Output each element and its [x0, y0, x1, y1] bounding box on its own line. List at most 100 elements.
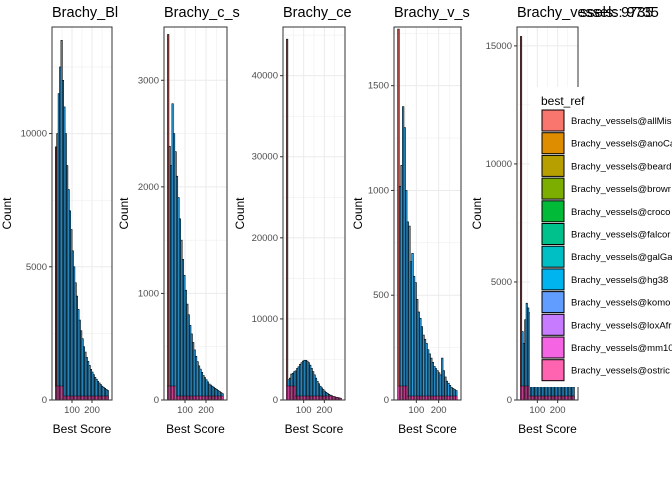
- panel-4: Brachy_v_s 0 500 1000 1500 100 200 Best Score Co…: [351, 5, 470, 436]
- legend-item: Brachy_vessels@loxAfr: [541, 313, 671, 336]
- panel-title: Brachy_Bl: [52, 5, 118, 21]
- x-tick-label: 100: [64, 405, 80, 416]
- legend-swatch: [541, 268, 565, 291]
- histogram-bar-segment: [106, 395, 109, 401]
- x-tick-label: 100: [296, 405, 312, 416]
- y-tick-label: 30000: [252, 152, 278, 163]
- y-axis-label: Count: [233, 197, 247, 230]
- legend-label: Brachy_vessels@croco: [571, 207, 670, 218]
- legend-swatch: [541, 313, 565, 336]
- y-tick-label: 1000: [368, 185, 389, 196]
- y-tick-label: 10000: [252, 314, 278, 325]
- legend-item: Brachy_vessels@komo: [541, 291, 670, 314]
- panel-title: Brachy_c_s: [164, 5, 240, 21]
- y-tick-label: 15000: [486, 41, 512, 52]
- legend-label: Brachy_vessels@ostric: [571, 366, 670, 377]
- x-axis-label: Best Score: [285, 422, 344, 436]
- y-tick-label: 0: [154, 395, 159, 406]
- legend-label: Brachy_vessels@mm10: [571, 343, 672, 354]
- legend-item: Brachy_vessels@falcor: [541, 223, 670, 245]
- legend-swatch: [541, 132, 565, 155]
- y-axis-label: Count: [117, 197, 131, 230]
- legend-items: Brachy_vessels@allMis Brachy_vessels@anoC…: [541, 109, 672, 382]
- panel-border: [282, 26, 346, 401]
- legend-swatch: [541, 200, 565, 223]
- legend-swatch: [541, 154, 565, 177]
- panel-3: Brachy_ce 0 10000 20000 30000 40000 100 200 Best…: [233, 5, 352, 436]
- legend-swatch: [541, 223, 565, 245]
- y-axis-label: Count: [0, 197, 14, 230]
- histogram-bar-segment: [455, 395, 458, 401]
- legend-item: Brachy_vessels@anoCa: [541, 132, 672, 155]
- y-tick-label: 10000: [486, 159, 512, 170]
- legend-title: best_ref: [541, 94, 585, 108]
- x-tick-label: 200: [84, 405, 100, 416]
- legend-item: Brachy_vessels@croco: [541, 200, 670, 223]
- x-axis-label: Best Score: [398, 422, 457, 436]
- x-tick-label: 100: [529, 405, 545, 416]
- legend-label: Brachy_vessels@hg38: [571, 275, 668, 286]
- x-tick-label: 200: [431, 405, 447, 416]
- x-axis-label: Best Score: [166, 422, 225, 436]
- legend-item: Brachy_vessels@mm10: [541, 336, 672, 359]
- legend-item: Brachy_vessels@beard: [541, 154, 671, 177]
- legend-swatch: [541, 109, 565, 132]
- x-axis-label: Best Score: [53, 422, 112, 436]
- x-tick-label: 200: [550, 405, 566, 416]
- y-tick-label: 500: [373, 290, 389, 301]
- overlapping-subtitle: ssels: 9735: [580, 5, 653, 21]
- y-tick-label: 10000: [21, 129, 47, 140]
- legend-label: Brachy_vessels@komo: [571, 298, 670, 309]
- y-tick-label: 5000: [491, 277, 512, 288]
- x-tick-label: 100: [408, 405, 424, 416]
- legend-label: Brachy_vessels@anoCa: [571, 139, 672, 150]
- legend-item: Brachy_vessels@ostric: [541, 359, 670, 382]
- x-tick-label: 200: [316, 405, 332, 416]
- legend-swatch: [541, 177, 565, 200]
- panel-border: [163, 26, 228, 401]
- histogram-bar-segment: [572, 395, 575, 401]
- legend-label: Brachy_vessels@allMis: [571, 116, 672, 127]
- y-tick-label: 40000: [252, 71, 278, 82]
- y-axis-label: Count: [351, 197, 365, 230]
- legend-label: Brachy_vessels@falcor: [571, 230, 670, 241]
- y-tick-label: 1500: [368, 81, 389, 92]
- x-tick-label: 200: [198, 405, 214, 416]
- y-tick-label: 0: [384, 395, 389, 406]
- y-tick-label: 3000: [138, 75, 159, 86]
- y-axis-label: Count: [470, 197, 484, 230]
- panel-title: Brachy_vessels: 9735: [517, 5, 659, 21]
- legend-swatch: [541, 245, 565, 268]
- legend-swatch: [541, 291, 565, 314]
- legend: best_ref Brachy_vessels@allMisBrachy_ves…: [530, 87, 672, 387]
- legend-label: Brachy_vessels@browr: [571, 184, 671, 195]
- panel-2: Brachy_c_s 0 1000 2000 3000 100 200 Best Score C…: [117, 5, 240, 436]
- y-tick-label: 1000: [138, 288, 159, 299]
- legend-swatch: [541, 336, 565, 359]
- panel-border: [51, 26, 113, 401]
- panel-1: Brachy_Bl 0 5000 10000 100 200 Best Score Count: [0, 5, 118, 436]
- legend-item: Brachy_vessels@allMis: [541, 109, 672, 132]
- legend-label: Brachy_vessels@beard: [571, 161, 671, 172]
- legend-item: Brachy_vessels@hg38: [541, 268, 668, 291]
- y-tick-label: 0: [273, 395, 278, 406]
- y-tick-label: 5000: [26, 262, 47, 273]
- legend-label: Brachy_vessels@loxAfr: [571, 320, 671, 331]
- x-axis-label: Best Score: [518, 422, 577, 436]
- x-tick-label: 100: [177, 405, 193, 416]
- y-tick-label: 2000: [138, 182, 159, 193]
- panel-title: Brachy_v_s: [394, 5, 470, 21]
- y-tick-label: 20000: [252, 233, 278, 244]
- y-tick-label: 0: [507, 395, 512, 406]
- y-tick-label: 0: [42, 395, 47, 406]
- legend-item: Brachy_vessels@browr: [541, 177, 671, 200]
- panel-title: Brachy_ce: [283, 5, 352, 21]
- legend-item: Brachy_vessels@galGa: [541, 245, 672, 268]
- histogram-bar: [286, 38, 289, 401]
- legend-swatch: [541, 359, 565, 382]
- panel-border: [393, 26, 462, 401]
- legend-label: Brachy_vessels@galGa: [571, 252, 672, 263]
- histogram-bar-segment: [221, 395, 224, 401]
